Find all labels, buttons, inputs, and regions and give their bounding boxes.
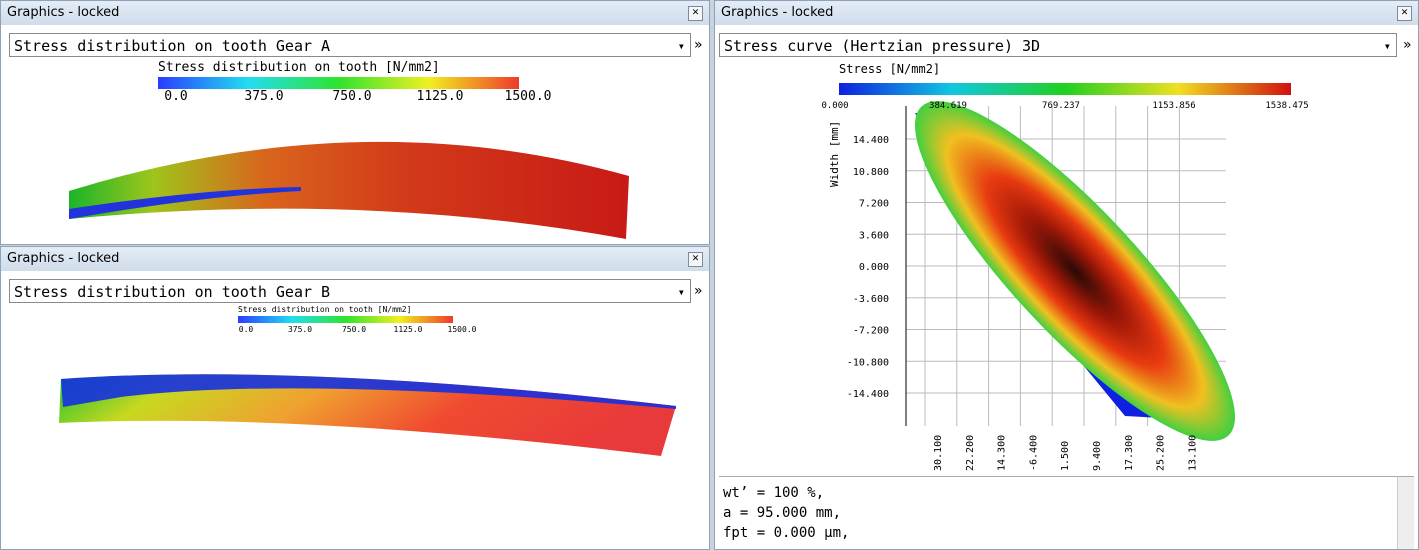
- legend-label: 1125.0: [417, 89, 464, 104]
- legend-label: 1500.0: [448, 325, 477, 334]
- legend-label: 0.0: [164, 89, 187, 104]
- y-tick-label: 14.400: [853, 135, 889, 146]
- legend-label: 1500.0: [505, 89, 552, 104]
- text-line: wt’ = 100 %,: [723, 485, 825, 501]
- panel-gear-b: Graphics - locked ✕ Stress distribution o…: [0, 246, 710, 550]
- close-button[interactable]: ✕: [688, 6, 703, 21]
- legend-label: 750.0: [332, 89, 371, 104]
- legend-label: 0.0: [239, 325, 254, 334]
- stress-band-edge: [61, 374, 676, 409]
- panel-title: Graphics - locked: [721, 5, 834, 20]
- title-bar: Graphics - locked ✕: [715, 1, 1418, 25]
- legend-bar: [158, 77, 519, 89]
- y-tick-label: -7.200: [853, 326, 889, 337]
- x-tick-label: 22.200: [965, 435, 976, 471]
- panel-title: Graphics - locked: [7, 251, 120, 266]
- y-tick-label: 10.800: [853, 167, 889, 178]
- title-bar: Graphics - locked ✕: [1, 247, 709, 271]
- legend-bar: [839, 83, 1291, 95]
- legend-label: 384.619: [929, 101, 967, 111]
- legend-label: 769.237: [1042, 101, 1080, 111]
- legend-title: Stress [N/mm2]: [839, 62, 940, 76]
- x-tick-label: 13.100: [1187, 435, 1198, 471]
- y-tick-label: -3.600: [853, 294, 889, 305]
- y-tick-label: -14.400: [847, 389, 889, 400]
- panel-title: Graphics - locked: [7, 5, 120, 20]
- dropdown[interactable]: Stress distribution on tooth Gear A: [9, 33, 691, 58]
- panel-gear-a: Graphics - locked ✕ Stress distribution o…: [0, 0, 710, 245]
- x-tick-label: 14.300: [997, 435, 1008, 471]
- close-button[interactable]: ✕: [1397, 6, 1412, 21]
- text-line: a = 95.000 mm,: [723, 505, 842, 521]
- more-button[interactable]: »: [1403, 37, 1412, 53]
- x-tick-label: 9.400: [1092, 441, 1103, 471]
- legend-label: 1153.856: [1152, 101, 1195, 111]
- x-tick-label: -6.400: [1028, 435, 1039, 471]
- legend-title: Stress distribution on tooth [N/mm2]: [238, 305, 411, 314]
- stress-surface: [914, 101, 1236, 441]
- y-tick-label: 7.200: [859, 199, 889, 210]
- more-button[interactable]: »: [694, 283, 703, 299]
- legend-label: 1125.0: [394, 325, 423, 334]
- stress-band-edge: [69, 187, 301, 219]
- scrollbar[interactable]: [1397, 477, 1414, 549]
- legend-title: Stress distribution on tooth [N/mm2]: [158, 60, 440, 75]
- close-button[interactable]: ✕: [688, 252, 703, 267]
- title-bar: Graphics - locked ✕: [1, 1, 709, 25]
- plot: Stress distribution on tooth [N/mm2] 0.0 3…: [59, 305, 676, 456]
- x-tick-label: 17.300: [1124, 435, 1135, 471]
- legend-label: 1538.475: [1265, 101, 1308, 111]
- text-line: fpt = 0.000 µm,: [723, 525, 850, 541]
- dropdown[interactable]: Stress distribution on tooth Gear B: [9, 279, 691, 304]
- legend-label: 375.0: [244, 89, 283, 104]
- text-area[interactable]: wt’ = 100 %, a = 95.000 mm, fpt = 0.000 µm…: [719, 476, 1414, 549]
- legend-bar: [238, 316, 453, 323]
- dropdown[interactable]: Stress curve (Hertzian pressure) 3D: [719, 33, 1397, 58]
- x-tick-label: 30.100: [933, 435, 944, 471]
- y-tick-label: 0.000: [859, 262, 889, 273]
- x-tick-label: 1.500: [1060, 441, 1071, 471]
- panel-3d: Graphics - locked ✕ Stress curve (Hertzia…: [714, 0, 1419, 550]
- plot: Stress [N/mm2] 0.000 384.619 769.237 1153.85…: [821, 62, 1308, 471]
- more-button[interactable]: »: [694, 37, 703, 53]
- legend-label: 375.0: [288, 325, 312, 334]
- y-tick-label: -10.800: [847, 357, 889, 368]
- x-tick-label: 25.200: [1156, 435, 1167, 471]
- stress-band: [69, 141, 629, 239]
- legend-label: 0.000: [821, 101, 848, 111]
- legend-label: 750.0: [342, 325, 366, 334]
- plot: Stress distribution on tooth [N/mm2] 0.0 3…: [69, 60, 629, 239]
- y-axis-label: Width [mm]: [828, 121, 841, 187]
- y-tick-label: 3.600: [859, 230, 889, 241]
